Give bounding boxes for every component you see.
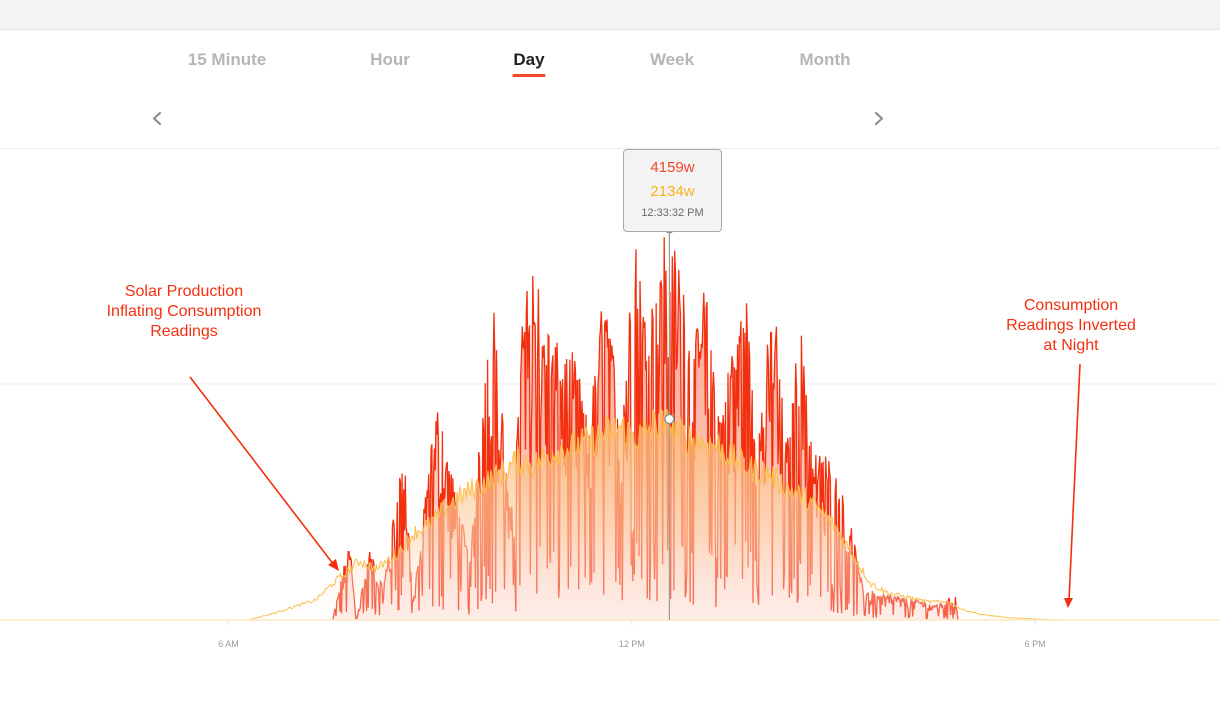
tooltip-time: 12:33:32 PM [641,207,704,219]
production-line [208,408,1062,621]
top-bar [0,0,1220,30]
annotation-left-line-2: Inflating Consumption [106,303,262,320]
annotation-left: Solar Production Inflating Consumption R… [84,282,284,342]
annotation-right-line-3: at Night [1043,337,1099,354]
annotation-right-line-2: Readings Inverted [1006,317,1136,334]
tooltip-production-value: 2134w [650,183,695,200]
chevron-left-icon [152,111,162,126]
tab-month[interactable]: Month [799,50,851,69]
tab-hour[interactable]: Hour [370,50,410,69]
next-button[interactable] [864,103,894,133]
chevron-right-icon [874,111,884,126]
annotation-right-line-1: Consumption [1023,297,1119,314]
tab-day[interactable]: Day [512,50,546,77]
annotation-left-line-3: Readings [150,323,218,340]
x-tick-label: 6 PM [1025,639,1046,649]
hover-marker-production [664,413,675,425]
header-divider [0,148,1220,149]
tab-15-minute[interactable]: 15 Minute [187,50,267,69]
production-area [208,409,1062,620]
tab-week[interactable]: Week [649,50,695,69]
x-tick-label: 12 PM [619,639,645,649]
range-tabs: 15 Minute Hour Day Week Month [0,50,1220,90]
x-tick-label: 6 AM [218,639,239,649]
annotation-right: Consumption Readings Inverted at Night [981,296,1161,356]
annotation-left-line-1: Solar Production [124,283,244,300]
hover-tooltip: 4159w 2134w 12:33:32 PM [623,149,722,232]
prev-button[interactable] [142,103,172,133]
tooltip-consumption-value: 4159w [650,159,695,176]
